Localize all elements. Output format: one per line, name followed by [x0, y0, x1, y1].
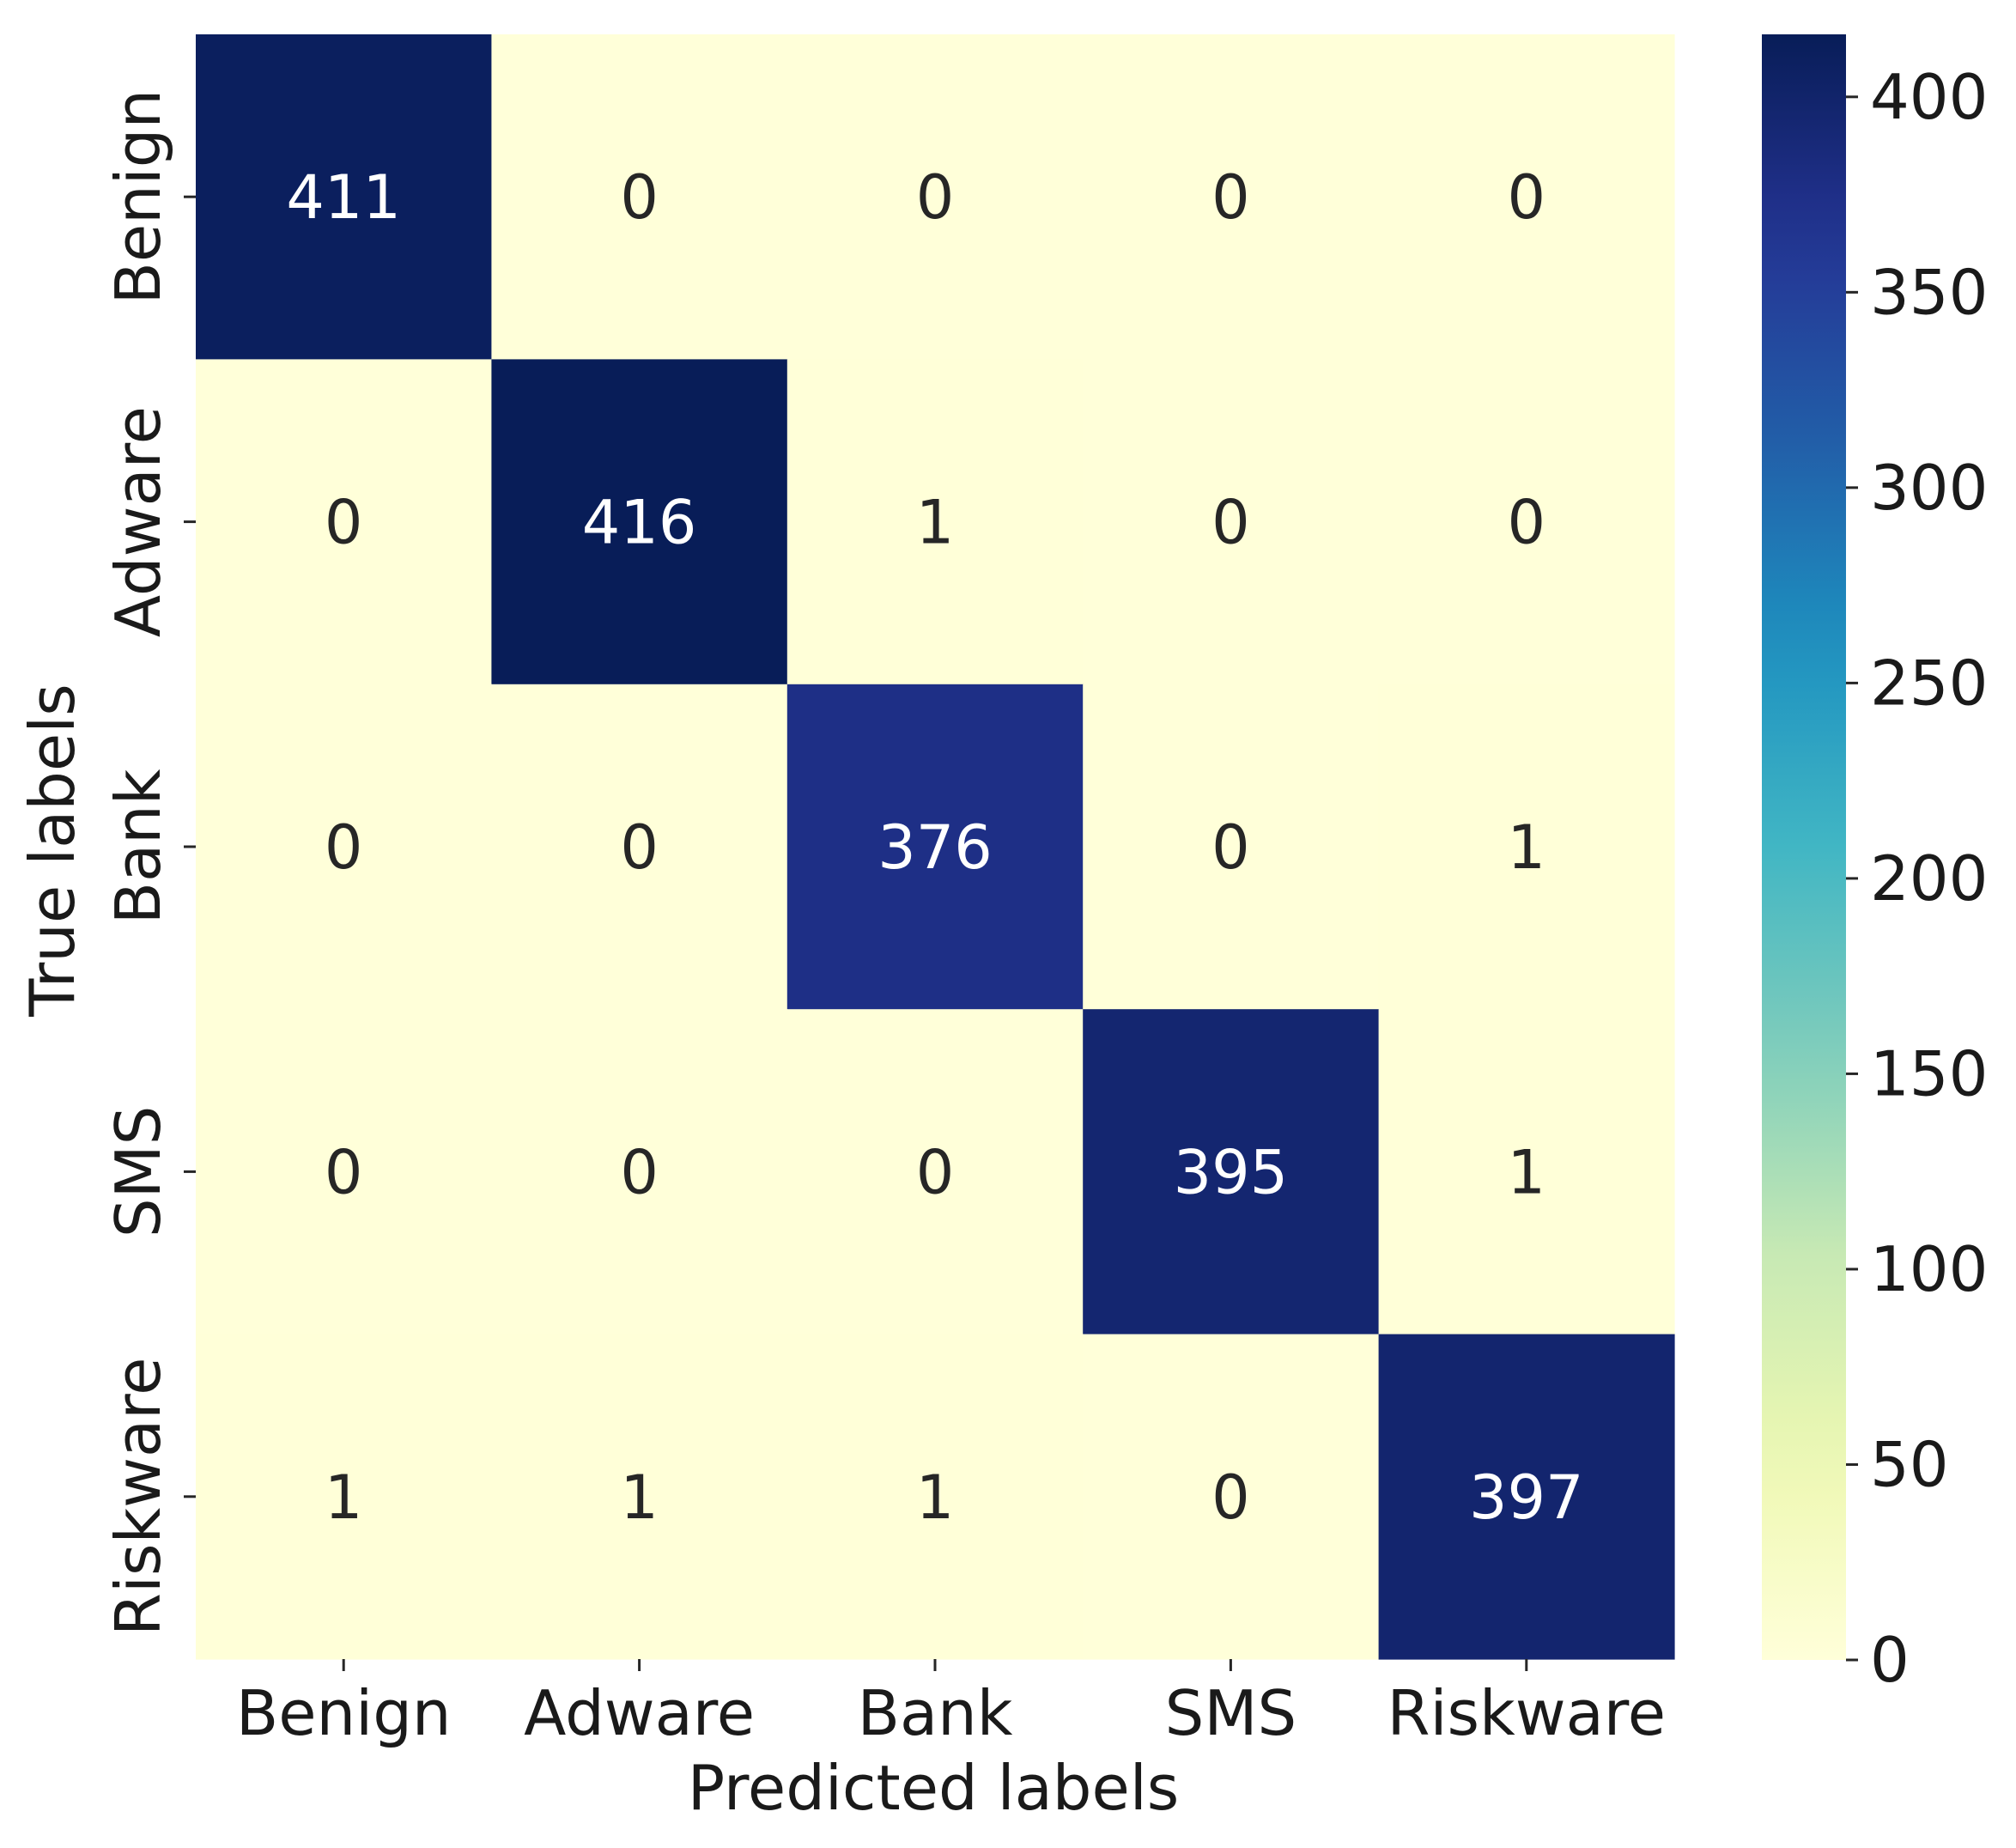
colorbar-gradient — [1762, 34, 1846, 1660]
cell-value-label: 1 — [1508, 812, 1546, 883]
heatmap-cell — [786, 1334, 1084, 1660]
cell-value-label: 376 — [877, 812, 993, 883]
y-axis-label: True labels — [16, 684, 88, 1017]
cell-value-label: 1 — [325, 1462, 363, 1533]
cell-value-label: 1 — [620, 1462, 659, 1533]
cell-value-label: 0 — [1508, 162, 1546, 233]
y-tick-label: SMS — [102, 1106, 174, 1238]
cell-value-label: 1 — [916, 1462, 955, 1533]
cell-value-label: 0 — [325, 488, 363, 558]
cell-value-label: 0 — [1211, 1462, 1250, 1533]
x-tick-label: Bank — [858, 1677, 1013, 1749]
heatmap-cell — [786, 34, 1084, 360]
heatmap-cell — [1378, 1334, 1675, 1660]
colorbar-tick-label: 400 — [1870, 61, 1988, 133]
cell-value-label: 0 — [916, 1137, 955, 1207]
colorbar-tick-label: 250 — [1870, 647, 1988, 719]
heatmap-cell — [1378, 684, 1675, 1010]
heatmap-cell — [786, 359, 1084, 685]
cell-value-label: 0 — [620, 1137, 659, 1207]
heatmap-cell — [196, 1334, 492, 1660]
cell-value-label: 0 — [1211, 488, 1250, 558]
heatmap-cell — [786, 1009, 1084, 1335]
cell-value-label: 0 — [325, 1137, 363, 1207]
y-tick-label: Bank — [102, 769, 174, 924]
heatmap-cell — [491, 1334, 788, 1660]
colorbar-tick-label: 0 — [1870, 1624, 1910, 1696]
colorbar: 0 50 100 150 200 250 300 350 400 — [1762, 34, 1988, 1696]
cell-value-label: 1 — [1508, 1137, 1546, 1207]
heatmap-cells — [196, 34, 1675, 1660]
cell-value-label: 397 — [1469, 1462, 1584, 1533]
cell-value-labels: 411 0 0 0 0 0 416 1 0 0 0 0 376 0 1 0 0 0 395 1 1 1 1 0 397 — [286, 162, 1583, 1533]
heatmap-cell — [1378, 1009, 1675, 1335]
x-tick-label: SMS — [1165, 1677, 1297, 1749]
colorbar-tick-label: 150 — [1870, 1037, 1988, 1109]
cell-value-label: 0 — [1211, 162, 1250, 233]
heatmap-cell — [1083, 34, 1380, 360]
heatmap-cell — [1083, 359, 1380, 685]
heatmap-cell — [1083, 684, 1380, 1010]
colorbar-tick-label: 200 — [1870, 842, 1988, 915]
x-tick-label: Adware — [524, 1677, 755, 1749]
heatmap-cell — [491, 1009, 788, 1335]
cell-value-label: 0 — [1211, 812, 1250, 883]
cell-value-label: 411 — [286, 162, 401, 233]
x-tick-label: Riskware — [1388, 1677, 1667, 1749]
cell-value-label: 0 — [916, 162, 955, 233]
heatmap-cell — [786, 684, 1084, 1010]
x-axis-label: Predicted labels — [688, 1752, 1180, 1824]
heatmap-cell — [1378, 34, 1675, 360]
x-axis-ticks: Benign Adware Bank SMS Riskware — [236, 1659, 1666, 1749]
colorbar-tick-label: 50 — [1870, 1428, 1949, 1500]
heatmap-cell — [196, 684, 492, 1010]
y-axis-ticks: Benign Adware Bank SMS Riskware — [102, 89, 196, 1636]
heatmap-cell — [196, 1009, 492, 1335]
cell-value-label: 0 — [620, 812, 659, 883]
colorbar-tick-label: 350 — [1870, 256, 1988, 328]
cell-value-label: 0 — [620, 162, 659, 233]
heatmap-cell — [196, 34, 492, 360]
colorbar-tick-label: 300 — [1870, 452, 1988, 524]
cell-value-label: 395 — [1174, 1137, 1289, 1207]
x-tick-label: Benign — [236, 1677, 452, 1749]
cell-value-label: 0 — [325, 812, 363, 883]
heatmap-cell — [1083, 1009, 1380, 1335]
heatmap-cell — [491, 359, 788, 685]
heatmap-cell — [1083, 1334, 1380, 1660]
cell-value-label: 1 — [916, 488, 955, 558]
heatmap-cell — [1378, 359, 1675, 685]
cell-value-label: 0 — [1508, 488, 1546, 558]
heatmap-cell — [491, 684, 788, 1010]
y-tick-label: Riskware — [102, 1358, 174, 1637]
y-tick-label: Benign — [102, 89, 174, 305]
heatmap-cell — [491, 34, 788, 360]
heatmap-cell — [196, 359, 492, 685]
cell-value-label: 416 — [582, 488, 697, 558]
colorbar-tick-label: 100 — [1870, 1233, 1988, 1305]
y-tick-label: Adware — [102, 406, 174, 637]
